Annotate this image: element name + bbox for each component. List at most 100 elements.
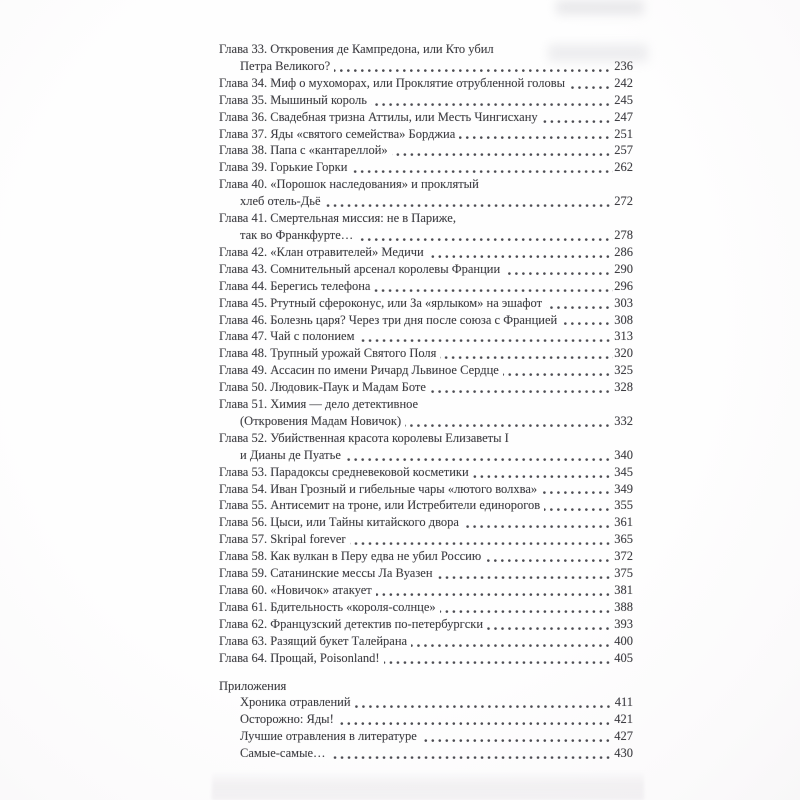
toc-line: Глава 61. Бдительность «короля-солнце» 38… (219, 599, 633, 616)
toc-line: так во Франкфурте… 278 (219, 227, 633, 244)
dot-leader (354, 705, 614, 710)
toc-line: Глава 36. Свадебная тризна Аттилы, или М… (219, 109, 633, 126)
toc-line: Глава 54. Иван Грозный и гибельные чары … (219, 481, 633, 498)
page-number: 296 (614, 278, 633, 293)
dot-leader (391, 153, 614, 158)
page-showthrough-artifact (548, 44, 648, 62)
toc-entry-text: Глава 39. Горькие Горки (219, 160, 348, 175)
page-number: 251 (614, 126, 633, 141)
dot-leader (405, 423, 614, 428)
toc-line: Глава 59. Сатанинские мессы Ла Вуазен 375 (219, 565, 633, 582)
page-number: 427 (614, 729, 633, 744)
toc-line: Глава 42. «Клан отравителей» Медичи 286 (219, 244, 633, 261)
toc-entry-text: Глава 51. Химия — дело детективное (219, 397, 419, 412)
toc-entry-text: Глава 43. Сомнительный арсенал королевы … (219, 261, 501, 276)
page-number: 421 (614, 712, 633, 727)
toc-entry-text: Глава 38. Папа с «кантареллой» (219, 143, 388, 158)
page-number: 308 (614, 312, 633, 327)
dot-leader (334, 68, 614, 73)
toc-line: Глава 34. Миф о мухоморах, или Проклятие… (219, 75, 633, 92)
dot-leader (541, 119, 614, 124)
toc-line: Самые-самые… 430 (219, 745, 633, 762)
page-number: 405 (614, 650, 633, 665)
dot-leader (487, 626, 614, 631)
page-number: 345 (614, 464, 633, 479)
dot-leader (561, 322, 614, 327)
dot-leader (324, 204, 614, 209)
toc-line: Глава 55. Антисемит на троне, или Истреб… (219, 497, 633, 514)
page-number: 262 (614, 160, 633, 175)
dot-leader (439, 609, 614, 614)
page-number: 236 (614, 58, 633, 73)
toc-line: Лучшие отравления в литературе 427 (219, 728, 633, 745)
book-bottom-edge-shadow (212, 773, 644, 800)
toc-entry-text: так во Франкфурте… (240, 227, 354, 242)
toc-entry-text: Глава 54. Иван Грозный и гибельные чары … (219, 481, 538, 496)
dot-leader (411, 643, 614, 648)
toc-entry-text: Глава 56. Цыси, или Тайны китайского дво… (219, 515, 459, 530)
toc-line: Глава 56. Цыси, или Тайны китайского дво… (219, 514, 633, 531)
page-number: 361 (614, 515, 633, 530)
toc-entry-text: Глава 45. Ртутный сфероконус, или За «яр… (219, 295, 543, 310)
toc-entry-text: Глава 52. Убийственная красота королевы … (219, 430, 509, 445)
dot-leader (436, 576, 614, 580)
dot-leader (459, 136, 614, 141)
toc-entry-text: Глава 50. Людовик-Паук и Мадам Боте (219, 380, 426, 395)
dot-leader (504, 271, 614, 276)
toc-entry-text: Глава 49. Ассасин по имени Ричард Львино… (219, 363, 499, 378)
page-number: 365 (614, 532, 633, 547)
toc-entry-text: Глава 41. Смертельная миссия: не в Париж… (219, 211, 456, 226)
page-number: 328 (614, 380, 633, 395)
page-number: 349 (614, 481, 633, 496)
toc-line: Глава 45. Ртутный сфероконус, или За «яр… (219, 295, 633, 312)
toc-entry-text: Глава 55. Антисемит на троне, или Истреб… (219, 498, 541, 513)
dot-leader (472, 474, 614, 479)
toc-line: Хроника отравлений 411 (219, 694, 633, 711)
dot-leader (485, 559, 614, 564)
toc-line: Осторожно: Яды! 421 (219, 711, 633, 728)
dot-leader (357, 237, 614, 242)
dot-leader (375, 592, 614, 597)
toc-entry-text: Лучшие отравления в литературе (240, 729, 417, 744)
toc-line: Глава 51. Химия — дело детективное (219, 396, 633, 413)
page-number: 245 (614, 92, 633, 107)
toc-line: Глава 37. Яды «святого семейства» Борджи… (219, 126, 633, 143)
toc-entry-text: Самые-самые… (240, 746, 326, 761)
dot-leader (349, 542, 614, 547)
toc-line: Глава 49. Ассасин по имени Ричард Львино… (219, 362, 633, 379)
toc-entry-text: хлеб отель-Дьё (240, 194, 321, 209)
page-number: 272 (614, 194, 633, 209)
toc-entry-text: Глава 42. «Клан отравителей» Медичи (219, 244, 424, 259)
toc-line: Глава 35. Мышиный король 245 (219, 92, 633, 109)
dot-leader (337, 722, 614, 727)
dot-leader (420, 739, 614, 744)
page-number: 290 (614, 261, 633, 276)
dot-leader (569, 85, 614, 90)
toc-entry-text: Глава 44. Берегись телефона (219, 278, 371, 293)
table-of-contents: Глава 33. Откровения де Кампредона, или … (219, 41, 633, 762)
toc-line: Глава 38. Папа с «кантареллой» 257 (219, 142, 633, 159)
page-number: 375 (614, 566, 633, 581)
page-number: 303 (614, 295, 633, 310)
dot-leader (502, 373, 614, 378)
toc-line: и Дианы де Пуатье 340 (219, 447, 633, 464)
toc-entry-text: и Дианы де Пуатье (240, 447, 341, 462)
toc-entry-text: Глава 57. Skripal forever (219, 532, 346, 547)
page-number: 257 (614, 143, 633, 158)
toc-entry-text: Глава 33. Откровения де Кампредона, или … (219, 42, 494, 56)
dot-leader (329, 756, 614, 761)
page-number: 381 (614, 583, 633, 597)
toc-entry-text: Глава 34. Миф о мухоморах, или Проклятие… (219, 75, 566, 90)
page-number: 355 (614, 498, 633, 513)
page-number: 247 (614, 109, 633, 124)
toc-entry-text: Глава 59. Сатанинские мессы Ла Вуазен (219, 566, 433, 581)
dot-leader (546, 305, 614, 310)
toc-entry-text: Петра Великого? (240, 58, 331, 73)
toc-line: Глава 63. Разящий букет Талейрана 400 (219, 633, 633, 650)
toc-entry-text: Глава 62. Французский детектив по-петерб… (219, 616, 484, 631)
toc-line: Глава 39. Горькие Горки 262 (219, 159, 633, 176)
dot-leader (358, 339, 614, 344)
toc-line: Глава 50. Людовик-Паук и Мадам Боте 328 (219, 379, 633, 396)
toc-line: Глава 57. Skripal forever 365 (219, 531, 633, 548)
page-number: 372 (614, 549, 633, 564)
